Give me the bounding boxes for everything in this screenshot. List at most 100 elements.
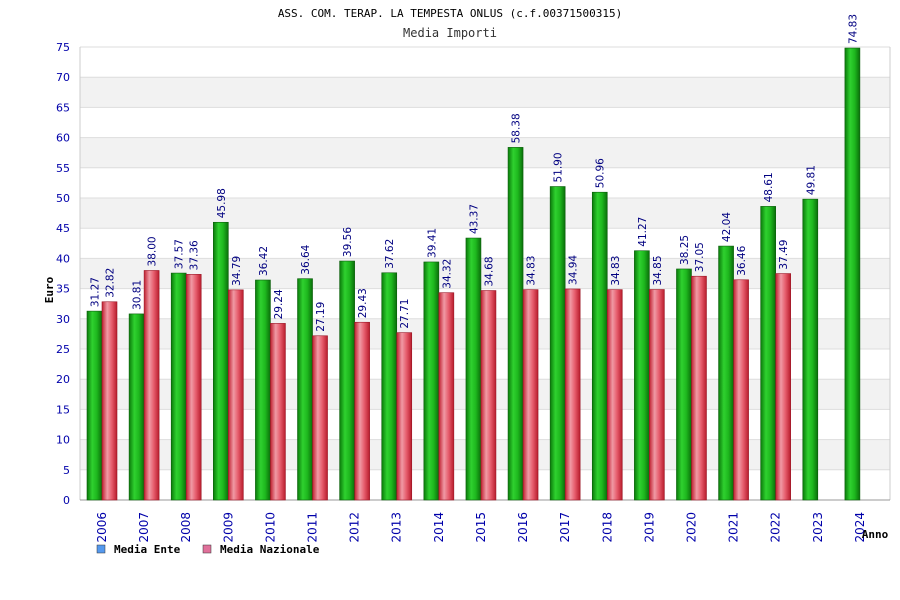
bar-media-nazionale <box>649 289 665 501</box>
x-tick-label: 2007 <box>137 512 151 543</box>
bar-media-nazionale <box>775 273 791 501</box>
x-tick-label: 2022 <box>769 512 783 543</box>
data-label-media-ente: 37.57 <box>174 239 186 269</box>
y-tick-label: 0 <box>63 494 70 507</box>
data-label-media-ente: 51.90 <box>553 152 565 182</box>
x-tick-label: 2011 <box>306 512 320 543</box>
bar-media-ente <box>128 313 145 501</box>
bar-media-ente <box>339 260 355 501</box>
bar-media-nazionale <box>101 301 118 501</box>
data-label-media-ente: 38.25 <box>679 235 691 265</box>
bar-media-ente <box>676 268 692 501</box>
bar-media-nazionale <box>312 335 328 501</box>
data-label-media-ente: 43.37 <box>468 204 480 234</box>
y-axis-label: Euro <box>43 276 56 303</box>
bars-group <box>86 47 861 501</box>
chart-title: ASS. COM. TERAP. LA TEMPESTA ONLUS (c.f.… <box>278 7 622 20</box>
data-label-media-ente: 36.42 <box>258 246 270 276</box>
data-label-media-ente: 39.41 <box>426 228 438 258</box>
bar-labels-group: 31.27 32.82 30.81 38.00 37.57 37.36 45.98 34.79… <box>90 14 860 332</box>
y-tick-label: 30 <box>56 313 70 326</box>
bar-media-nazionale <box>185 274 202 501</box>
data-label-media-nazionale: 38.00 <box>147 236 159 266</box>
y-tick-label: 65 <box>56 101 70 114</box>
bar-media-ente <box>802 198 819 501</box>
data-label-media-ente: 50.96 <box>595 158 607 188</box>
data-label-media-nazionale: 34.68 <box>483 256 495 286</box>
plot-band <box>80 137 890 168</box>
x-tick-label: 2014 <box>432 512 446 543</box>
legend-swatch-media-nazionale <box>202 544 212 554</box>
x-tick-label: 2015 <box>474 512 488 543</box>
x-tick-label: 2018 <box>600 512 614 543</box>
x-axis-label: Anno <box>862 528 889 541</box>
y-tick-label: 75 <box>56 41 70 54</box>
bar-media-ente <box>86 310 103 501</box>
data-label-media-nazionale: 27.19 <box>315 302 327 332</box>
bar-media-ente <box>844 47 861 501</box>
data-label-media-ente: 31.27 <box>90 277 102 307</box>
bar-media-nazionale <box>691 275 707 501</box>
data-label-media-nazionale: 29.24 <box>273 289 285 319</box>
bar-media-ente <box>549 186 566 501</box>
data-label-media-nazionale: 34.32 <box>441 259 453 289</box>
bar-media-ente <box>507 147 524 501</box>
data-label-media-ente: 49.81 <box>805 165 817 195</box>
y-tick-label: 50 <box>56 192 70 205</box>
chart-subtitle: Media Importi <box>403 26 497 40</box>
data-label-media-ente: 37.62 <box>384 239 396 269</box>
x-tick-label: 2010 <box>263 512 277 543</box>
x-tick-label: 2006 <box>95 512 109 543</box>
bar-media-ente <box>760 206 776 501</box>
x-tick-label: 2016 <box>516 512 530 543</box>
y-tick-label: 20 <box>56 373 70 386</box>
y-tick-label: 70 <box>56 71 70 84</box>
data-label-media-nazionale: 36.46 <box>736 245 748 275</box>
x-tick-label: 2023 <box>811 512 825 543</box>
x-tick-label: 2012 <box>348 512 362 543</box>
data-label-media-ente: 45.98 <box>216 188 228 218</box>
bar-media-nazionale <box>438 292 455 501</box>
x-tick-label: 2019 <box>642 512 656 543</box>
data-label-media-nazionale: 37.05 <box>694 242 706 272</box>
y-tick-label: 35 <box>56 283 70 296</box>
y-tick-label: 10 <box>56 434 70 447</box>
x-tick-label: 2017 <box>558 512 572 543</box>
legend: Media Ente Media Nazionale <box>96 543 320 556</box>
bar-media-nazionale <box>522 289 539 501</box>
legend-label-media-nazionale: Media Nazionale <box>220 543 320 556</box>
x-axis-ticks: 2006 2007 2008 2009 2010 2011 2012 2013 2014 2015… <box>95 512 867 543</box>
data-label-media-ente: 36.64 <box>300 244 312 274</box>
y-tick-label: 15 <box>56 403 70 416</box>
bar-media-ente <box>423 261 440 501</box>
bar-media-ente <box>591 191 608 501</box>
y-tick-label: 60 <box>56 132 70 145</box>
data-label-media-nazionale: 34.83 <box>610 256 622 286</box>
bar-media-nazionale <box>480 290 497 501</box>
data-label-media-ente: 42.04 <box>721 212 733 242</box>
bar-media-nazionale <box>228 289 244 501</box>
y-tick-label: 40 <box>56 252 70 265</box>
data-label-media-nazionale: 37.49 <box>778 239 790 269</box>
bar-media-ente <box>297 278 313 501</box>
bar-media-ente <box>465 237 482 501</box>
data-label-media-nazionale: 34.94 <box>568 255 580 285</box>
data-label-media-nazionale: 37.36 <box>189 240 201 270</box>
data-label-media-nazionale: 34.79 <box>231 256 243 286</box>
bar-media-nazionale <box>606 289 623 501</box>
y-tick-label: 55 <box>56 162 70 175</box>
x-tick-label: 2021 <box>727 512 741 543</box>
plot-band <box>80 77 890 108</box>
y-tick-label: 25 <box>56 343 70 356</box>
bar-media-nazionale <box>143 270 160 501</box>
x-tick-label: 2009 <box>221 512 235 543</box>
data-label-media-nazionale: 27.71 <box>399 299 411 329</box>
y-axis-ticks: 0 5 10 15 20 25 30 35 40 45 50 55 60 65 70 75 <box>56 41 70 507</box>
bar-media-ente <box>213 221 229 501</box>
bar-media-ente <box>255 279 271 501</box>
bar-media-ente <box>718 245 734 501</box>
bar-media-ente <box>381 272 398 501</box>
y-tick-label: 45 <box>56 222 70 235</box>
data-label-media-ente: 30.81 <box>132 280 144 310</box>
